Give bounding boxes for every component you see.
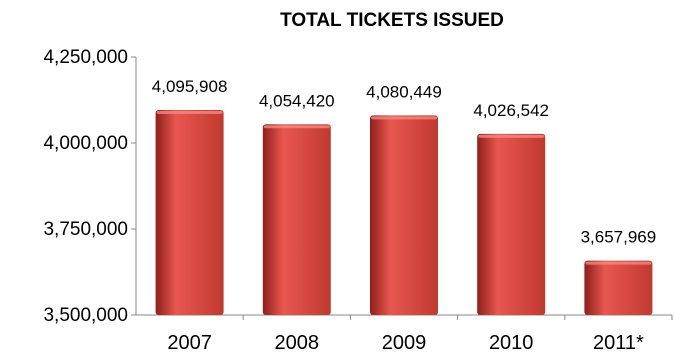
x-tick-label: 2010 (489, 332, 534, 354)
y-tick-label: 4,000,000 (43, 133, 128, 154)
bar-highlight (371, 116, 437, 120)
data-label: 4,080,449 (366, 82, 442, 101)
x-tick-label: 2007 (167, 332, 212, 354)
y-axis: 3,500,000 3,750,000 4,000,000 4,250,000 (43, 47, 137, 326)
y-tick-label: 3,500,000 (43, 305, 128, 326)
x-tick-label: 2009 (382, 332, 427, 354)
data-label: 4,095,908 (152, 77, 228, 96)
data-label: 3,657,969 (581, 228, 657, 247)
bars (155, 110, 653, 316)
x-tick-label: 2008 (275, 332, 320, 354)
y-tick-label: 3,750,000 (43, 219, 128, 240)
data-labels: 4,095,908 4,054,420 4,080,449 4,026,542 3,65… (152, 77, 656, 247)
y-tick-label: 4,250,000 (43, 47, 128, 68)
bar-2008 (262, 124, 331, 316)
bar-2009 (370, 115, 438, 315)
bar-2010 (477, 133, 546, 315)
data-label: 4,026,542 (473, 101, 549, 120)
bar-2007 (155, 110, 224, 315)
bar-highlight (478, 134, 545, 138)
data-label: 4,054,420 (259, 91, 335, 110)
bar-highlight (156, 111, 223, 115)
bar-highlight (585, 261, 652, 265)
bar-highlight (263, 125, 330, 129)
chart-title: TOTAL TICKETS ISSUED (280, 10, 504, 31)
x-axis: 2007 2008 2009 2010 2011* (136, 314, 673, 354)
x-tick-label: 2011* (593, 332, 644, 354)
bar-2011 (584, 260, 653, 315)
